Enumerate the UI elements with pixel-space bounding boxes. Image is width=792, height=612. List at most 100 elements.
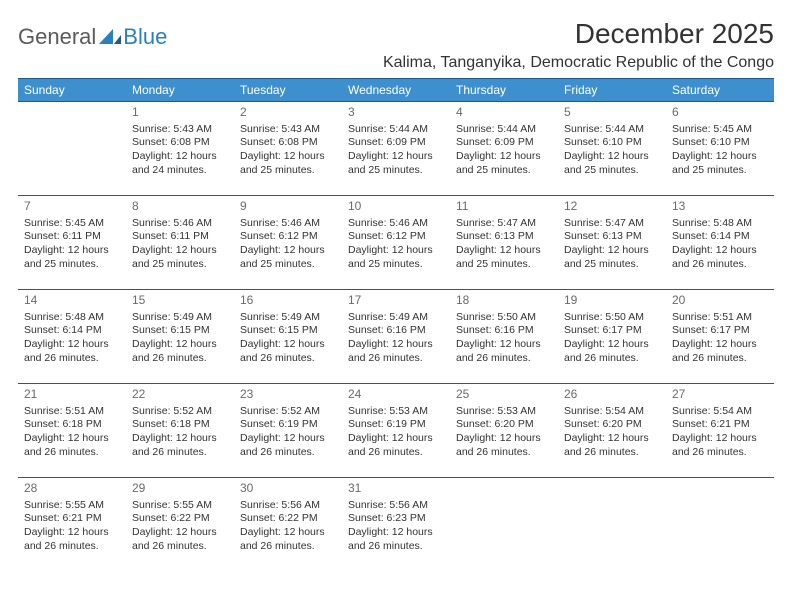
daylight-text: and 26 minutes. — [564, 446, 660, 460]
day-number: 18 — [456, 293, 552, 309]
page-title: December 2025 — [383, 18, 774, 50]
day-number: 23 — [240, 387, 336, 403]
logo: General Blue — [18, 24, 167, 50]
daylight-text: Daylight: 12 hours — [132, 432, 228, 446]
daylight-text: Daylight: 12 hours — [24, 526, 120, 540]
calendar-day-cell: 7Sunrise: 5:45 AMSunset: 6:11 PMDaylight… — [18, 196, 126, 290]
daylight-text: Daylight: 12 hours — [132, 150, 228, 164]
daylight-text: Daylight: 12 hours — [132, 338, 228, 352]
weekday-header: Saturday — [666, 79, 774, 102]
sunset-text: Sunset: 6:18 PM — [132, 418, 228, 432]
sunrise-text: Sunrise: 5:50 AM — [456, 311, 552, 325]
day-number: 30 — [240, 481, 336, 497]
sunset-text: Sunset: 6:19 PM — [348, 418, 444, 432]
daylight-text: and 26 minutes. — [24, 540, 120, 554]
sunrise-text: Sunrise: 5:46 AM — [240, 217, 336, 231]
day-number: 15 — [132, 293, 228, 309]
sunset-text: Sunset: 6:16 PM — [456, 324, 552, 338]
daylight-text: and 26 minutes. — [348, 352, 444, 366]
sunset-text: Sunset: 6:22 PM — [132, 512, 228, 526]
sunset-text: Sunset: 6:11 PM — [132, 230, 228, 244]
daylight-text: and 26 minutes. — [240, 352, 336, 366]
day-number: 12 — [564, 199, 660, 215]
sunrise-text: Sunrise: 5:43 AM — [240, 123, 336, 137]
calendar-week-row: 1Sunrise: 5:43 AMSunset: 6:08 PMDaylight… — [18, 102, 774, 196]
calendar-day-cell: 17Sunrise: 5:49 AMSunset: 6:16 PMDayligh… — [342, 290, 450, 384]
sunset-text: Sunset: 6:21 PM — [672, 418, 768, 432]
daylight-text: Daylight: 12 hours — [240, 338, 336, 352]
daylight-text: and 26 minutes. — [456, 352, 552, 366]
calendar-day-cell: 16Sunrise: 5:49 AMSunset: 6:15 PMDayligh… — [234, 290, 342, 384]
day-number: 4 — [456, 105, 552, 121]
daylight-text: and 26 minutes. — [672, 258, 768, 272]
calendar-day-cell: 26Sunrise: 5:54 AMSunset: 6:20 PMDayligh… — [558, 384, 666, 478]
daylight-text: and 26 minutes. — [24, 446, 120, 460]
daylight-text: and 26 minutes. — [564, 352, 660, 366]
day-number: 24 — [348, 387, 444, 403]
daylight-text: Daylight: 12 hours — [24, 244, 120, 258]
daylight-text: and 25 minutes. — [564, 164, 660, 178]
sunset-text: Sunset: 6:19 PM — [240, 418, 336, 432]
sunrise-text: Sunrise: 5:49 AM — [132, 311, 228, 325]
calendar-day-cell — [558, 478, 666, 572]
day-number: 28 — [24, 481, 120, 497]
day-number: 21 — [24, 387, 120, 403]
sunset-text: Sunset: 6:17 PM — [564, 324, 660, 338]
daylight-text: and 26 minutes. — [672, 446, 768, 460]
sunset-text: Sunset: 6:13 PM — [456, 230, 552, 244]
day-number: 25 — [456, 387, 552, 403]
calendar-day-cell: 15 Sunrise: 5:49 AMSunset: 6:15 PMDayligh… — [126, 290, 234, 384]
sunrise-text: Sunrise: 5:53 AM — [456, 405, 552, 419]
calendar-day-cell: 31Sunrise: 5:56 AMSunset: 6:23 PMDayligh… — [342, 478, 450, 572]
sunrise-text: Sunrise: 5:47 AM — [564, 217, 660, 231]
sunset-text: Sunset: 6:15 PM — [240, 324, 336, 338]
daylight-text: and 26 minutes. — [348, 446, 444, 460]
sunset-text: Sunset: 6:14 PM — [24, 324, 120, 338]
sunset-text: Sunset: 6:10 PM — [672, 136, 768, 150]
daylight-text: Daylight: 12 hours — [672, 432, 768, 446]
daylight-text: Daylight: 12 hours — [24, 338, 120, 352]
calendar-day-cell: 12Sunrise: 5:47 AMSunset: 6:13 PMDayligh… — [558, 196, 666, 290]
daylight-text: Daylight: 12 hours — [24, 432, 120, 446]
daylight-text: Daylight: 12 hours — [672, 244, 768, 258]
sunrise-text: Sunrise: 5:56 AM — [240, 499, 336, 513]
daylight-text: Daylight: 12 hours — [348, 338, 444, 352]
daylight-text: Daylight: 12 hours — [672, 150, 768, 164]
daylight-text: and 24 minutes. — [132, 164, 228, 178]
daylight-text: Daylight: 12 hours — [240, 150, 336, 164]
daylight-text: and 26 minutes. — [240, 540, 336, 554]
page-header: General Blue December 2025 Kalima, Tanga… — [18, 18, 774, 72]
sunset-text: Sunset: 6:09 PM — [456, 136, 552, 150]
sunrise-text: Sunrise: 5:51 AM — [672, 311, 768, 325]
weekday-header: Wednesday — [342, 79, 450, 102]
day-number: 19 — [564, 293, 660, 309]
day-number: 6 — [672, 105, 768, 121]
calendar-week-row: 7Sunrise: 5:45 AMSunset: 6:11 PMDaylight… — [18, 196, 774, 290]
title-block: December 2025 Kalima, Tanganyika, Democr… — [383, 18, 774, 72]
sunrise-text: Sunrise: 5:44 AM — [456, 123, 552, 137]
day-number: 16 — [240, 293, 336, 309]
daylight-text: Daylight: 12 hours — [240, 526, 336, 540]
daylight-text: and 25 minutes. — [24, 258, 120, 272]
weekday-header: Monday — [126, 79, 234, 102]
day-number: 5 — [564, 105, 660, 121]
logo-sail-icon — [99, 29, 121, 45]
daylight-text: and 25 minutes. — [132, 258, 228, 272]
weekday-header: Friday — [558, 79, 666, 102]
day-number: 1 — [132, 105, 228, 121]
calendar-day-cell: 30 Sunrise: 5:56 AMSunset: 6:22 PMDayligh… — [234, 478, 342, 572]
sunrise-text: Sunrise: 5:48 AM — [672, 217, 768, 231]
daylight-text: Daylight: 12 hours — [456, 338, 552, 352]
day-number: 8 — [132, 199, 228, 215]
sunset-text: Sunset: 6:17 PM — [672, 324, 768, 338]
sunset-text: Sunset: 6:18 PM — [24, 418, 120, 432]
calendar-day-cell: 19Sunrise: 5:50 AMSunset: 6:17 PMDayligh… — [558, 290, 666, 384]
sunrise-text: Sunrise: 5:43 AM — [132, 123, 228, 137]
sunset-text: Sunset: 6:22 PM — [240, 512, 336, 526]
sunset-text: Sunset: 6:15 PM — [132, 324, 228, 338]
calendar-day-cell: 22Sunrise: 5:52 AMSunset: 6:18 PMDayligh… — [126, 384, 234, 478]
daylight-text: Daylight: 12 hours — [348, 432, 444, 446]
day-number: 27 — [672, 387, 768, 403]
day-number: 20 — [672, 293, 768, 309]
day-number: 11 — [456, 199, 552, 215]
